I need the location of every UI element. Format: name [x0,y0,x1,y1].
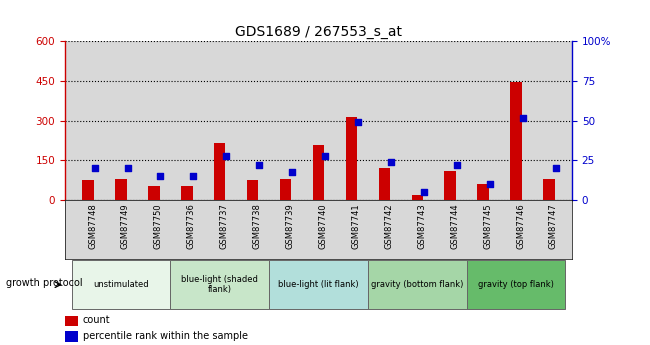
Bar [148,186,160,200]
Text: growth protocol: growth protocol [6,278,83,288]
Text: GSM87746: GSM87746 [516,203,525,249]
Point [122,166,133,171]
FancyBboxPatch shape [269,260,368,309]
Title: GDS1689 / 267553_s_at: GDS1689 / 267553_s_at [235,25,402,39]
Point [155,174,166,179]
Bar [477,184,489,200]
Point [287,169,297,174]
Text: percentile rank within the sample: percentile rank within the sample [83,331,248,341]
Point [188,174,199,179]
Bar [247,180,259,200]
Point [385,159,396,165]
Text: GSM87743: GSM87743 [417,203,426,249]
Point [320,153,330,158]
Bar [346,117,358,200]
Point [551,166,561,171]
Bar [313,145,324,200]
Bar [83,180,94,200]
Text: GSM87736: GSM87736 [187,203,196,249]
Bar [280,179,291,200]
Text: GSM87744: GSM87744 [450,203,459,249]
Point [452,162,462,168]
Bar [115,179,127,200]
Text: GSM87737: GSM87737 [220,203,229,249]
Point [90,166,100,171]
Bar [445,171,456,200]
Text: GSM87740: GSM87740 [318,203,328,249]
Text: GSM87747: GSM87747 [549,203,558,249]
Bar [378,168,390,200]
Bar [65,331,78,342]
Bar [214,143,226,200]
Text: unstimulated: unstimulated [93,280,149,289]
Bar [543,179,554,200]
Text: count: count [83,315,110,325]
Point [419,189,429,195]
Text: GSM87745: GSM87745 [483,203,492,249]
Point [254,162,265,168]
Point [221,153,231,158]
Text: GSM87739: GSM87739 [285,203,294,249]
Text: gravity (bottom flank): gravity (bottom flank) [371,280,463,289]
Bar [510,82,522,200]
FancyBboxPatch shape [72,260,170,309]
Text: blue-light (shaded
flank): blue-light (shaded flank) [181,275,258,294]
Text: gravity (top flank): gravity (top flank) [478,280,554,289]
Bar [65,316,78,326]
Bar [411,195,423,200]
FancyBboxPatch shape [467,260,566,309]
Text: GSM87748: GSM87748 [88,203,97,249]
Text: GSM87741: GSM87741 [352,203,360,249]
Text: GSM87738: GSM87738 [253,203,262,249]
Point [484,181,495,187]
FancyBboxPatch shape [170,260,269,309]
Point [353,120,363,125]
FancyBboxPatch shape [368,260,467,309]
Point [517,115,528,120]
Bar [181,186,192,200]
Text: blue-light (lit flank): blue-light (lit flank) [278,280,359,289]
Text: GSM87742: GSM87742 [384,203,393,249]
Text: GSM87749: GSM87749 [121,203,130,249]
Text: GSM87750: GSM87750 [154,203,163,249]
